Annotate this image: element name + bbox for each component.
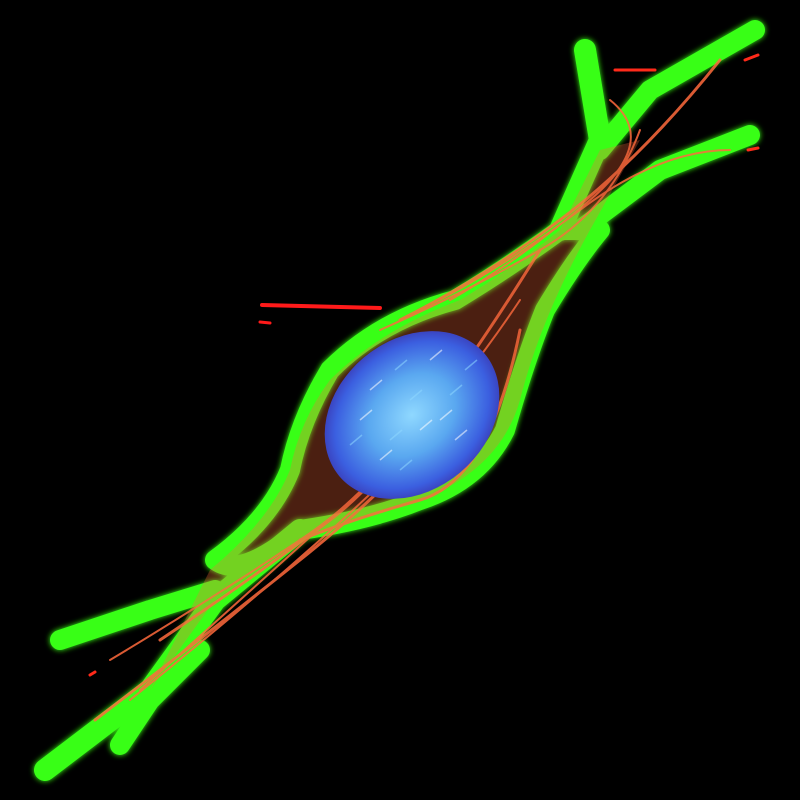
red-streak-1 (260, 303, 382, 310)
cytoskeleton-fiber (398, 58, 722, 322)
membrane-branch-lower-3 (110, 640, 210, 755)
membrane-branch-lower-2 (50, 580, 225, 650)
cell-nucleus (324, 331, 500, 499)
nucleus-texture-stroke (389, 429, 403, 441)
nucleus-texture (349, 349, 478, 471)
red-streak-6 (88, 670, 97, 677)
cytoskeleton-fiber (379, 129, 641, 331)
cytoskeleton-fiber (449, 99, 632, 301)
nucleus-texture-stroke (429, 349, 443, 361)
red-streak-2 (258, 320, 272, 325)
red-marks (88, 53, 760, 677)
cytoskeleton-fiber (419, 149, 731, 311)
membrane-branch-upper-2 (590, 20, 765, 160)
nucleus-texture-stroke (379, 449, 393, 461)
nucleus-texture-stroke (369, 379, 383, 391)
nucleus-texture-stroke (419, 419, 433, 431)
nucleus-texture-stroke (454, 429, 468, 441)
red-streak-4 (743, 53, 760, 62)
membrane-branch-upper-3 (570, 125, 760, 240)
red-streak-5 (746, 146, 760, 152)
nucleus-texture-stroke (359, 409, 373, 421)
nucleus-texture-stroke (349, 434, 363, 446)
nucleus-texture-stroke (399, 459, 413, 471)
nucleus-texture-stroke (394, 359, 408, 371)
nucleus-texture-stroke (409, 389, 423, 401)
cytoskeleton-fiber (298, 328, 522, 542)
nucleus-texture-stroke (439, 409, 453, 421)
nucleus-texture-stroke (449, 384, 463, 396)
nucleus-texture-stroke (464, 359, 478, 371)
nucleus-body (324, 331, 500, 499)
